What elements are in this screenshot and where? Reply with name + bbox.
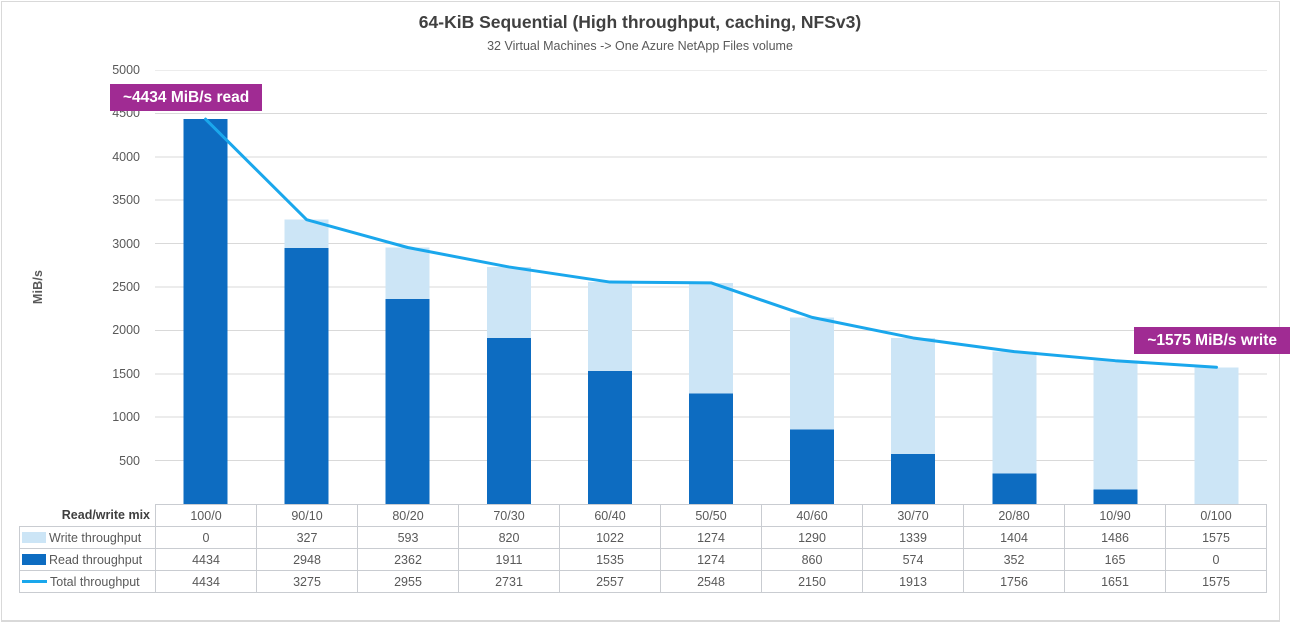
table-value-cell: 1575: [1165, 526, 1267, 549]
table-value-cell: 1290: [761, 526, 863, 549]
legend-swatch-write: [22, 532, 46, 543]
y-axis-tick-label: 3000: [112, 236, 140, 251]
table-value-cell: 2948: [256, 548, 358, 571]
table-value-cell: 2557: [559, 570, 661, 593]
table-category-cell: 100/0: [155, 504, 257, 527]
y-axis-tick-label: 5000: [112, 63, 140, 77]
table-row: Total throughput 4434 3275 2955 2731 2557 2548…: [19, 570, 1267, 593]
y-axis-tick-label: 3500: [112, 193, 140, 208]
read-bar-segment: [1093, 489, 1138, 504]
table-value-cell: 593: [357, 526, 459, 549]
plot-area: [155, 70, 1267, 504]
table-category-cell: 80/20: [357, 504, 459, 527]
table-value-cell: 3275: [256, 570, 358, 593]
write-bar-segment: [1093, 360, 1138, 490]
table-category-cell: 20/80: [963, 504, 1065, 527]
table-category-cell: 40/60: [761, 504, 863, 527]
table-category-cell: 90/10: [256, 504, 358, 527]
total-throughput-line: [204, 117, 1218, 369]
table-value-cell: 1756: [963, 570, 1065, 593]
read-bar-segment: [891, 454, 936, 504]
table-value-cell: 574: [862, 548, 964, 571]
table-value-cell: 4434: [155, 570, 257, 593]
table-value-cell: 1913: [862, 570, 964, 593]
table-series-label: Total throughput: [19, 570, 156, 593]
y-axis-tick-label: 1500: [112, 366, 140, 381]
table-value-cell: 4434: [155, 548, 257, 571]
table-value-cell: 2731: [458, 570, 560, 593]
table-value-cell: 1486: [1064, 526, 1166, 549]
legend-swatch-read: [22, 554, 46, 565]
write-bar-segment: [689, 282, 733, 394]
series-name: Total throughput: [50, 574, 140, 589]
series-name: Read throughput: [49, 552, 143, 567]
table-value-cell: 1022: [559, 526, 661, 549]
y-axis-tick-label: 500: [119, 453, 140, 468]
legend-swatch-total: [22, 580, 47, 583]
y-axis-tick-label: 2000: [112, 323, 140, 338]
table-corner-label: Read/write mix: [19, 504, 156, 527]
table-value-cell: 352: [963, 548, 1065, 571]
table-value-cell: 820: [458, 526, 560, 549]
data-table: Read/write mix 100/0 90/10 80/20 70/30 60/40 5…: [19, 504, 1267, 593]
read-bar-segment: [284, 248, 329, 504]
table-value-cell: 1404: [963, 526, 1065, 549]
table-category-cell: 0/100: [1165, 504, 1267, 527]
read-bar-segment: [587, 370, 632, 504]
y-axis-tick-label: 2500: [112, 280, 140, 294]
table-value-cell: 327: [256, 526, 358, 549]
table-category-cell: 30/70: [862, 504, 964, 527]
table-category-cell: 60/40: [559, 504, 661, 527]
table-value-cell: 1274: [660, 526, 762, 549]
write-throughput-annotation: ~1575 MiB/s write: [1134, 327, 1290, 354]
table-value-cell: 2362: [357, 548, 459, 571]
y-axis-title: MiB/s: [31, 269, 45, 305]
read-throughput-annotation: ~4434 MiB/s read: [110, 84, 263, 111]
read-bar-segment: [790, 429, 835, 504]
y-axis-tick-label: 4000: [112, 149, 140, 164]
table-value-cell: 0: [1165, 548, 1267, 571]
y-axis-tick-label: 1000: [112, 410, 140, 425]
table-value-cell: 1339: [862, 526, 964, 549]
table-value-cell: 2548: [660, 570, 762, 593]
table-category-cell: 10/90: [1064, 504, 1166, 527]
table-value-cell: 2150: [761, 570, 863, 593]
read-bar-segment: [385, 298, 430, 504]
write-bar-segment: [587, 282, 632, 371]
table-value-cell: 1274: [660, 548, 762, 571]
table-value-cell: 1651: [1064, 570, 1166, 593]
read-bar-segment: [992, 473, 1037, 504]
table-value-cell: 1535: [559, 548, 661, 571]
chart-title: 64-KiB Sequential (High throughput, cach…: [418, 12, 862, 32]
table-series-label: Read throughput: [19, 548, 156, 571]
write-bar-segment: [790, 317, 835, 430]
write-bar-segment: [891, 337, 936, 455]
write-bar-segment: [992, 351, 1037, 474]
read-bar-segment: [183, 119, 228, 504]
chart-subtitle: 32 Virtual Machines -> One Azure NetApp …: [487, 39, 793, 53]
table-row: Read throughput 4434 2948 2362 1911 1535 1274 8…: [19, 548, 1267, 571]
table-value-cell: 860: [761, 548, 863, 571]
write-bar-segment: [1194, 367, 1239, 504]
table-category-cell: 70/30: [458, 504, 560, 527]
series-name: Write throughput: [49, 530, 142, 545]
read-bar-segment: [689, 393, 733, 504]
table-series-label: Write throughput: [19, 526, 156, 549]
read-bar-segment: [486, 338, 531, 504]
table-row: Write throughput 0 327 593 820 1022 1274 1290 13…: [19, 526, 1267, 549]
table-category-cell: 50/50: [660, 504, 762, 527]
table-value-cell: 1911: [458, 548, 560, 571]
table-value-cell: 165: [1064, 548, 1166, 571]
write-bar-segment: [385, 247, 430, 299]
table-value-cell: 0: [155, 526, 257, 549]
table-value-cell: 1575: [1165, 570, 1267, 593]
write-bar-segment: [486, 266, 531, 339]
table-value-cell: 2955: [357, 570, 459, 593]
